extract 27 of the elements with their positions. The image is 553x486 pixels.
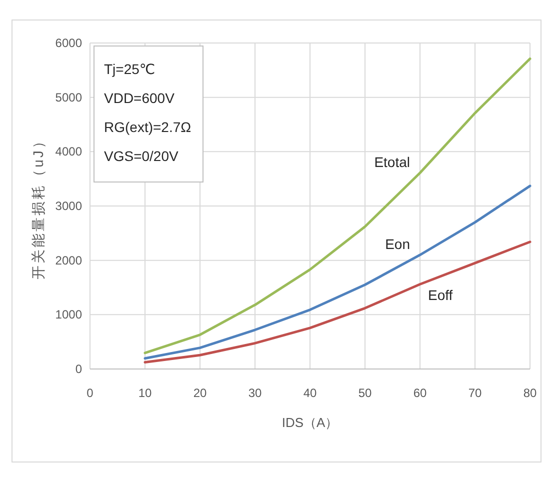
y-tick-label: 2000 [55, 253, 82, 268]
x-tick-label: 70 [468, 386, 482, 400]
annotation: VDD=600V [104, 90, 176, 106]
annotation: RG(ext)=2.7Ω [104, 119, 192, 135]
series-label: Etotal [374, 154, 410, 170]
line-series [144, 240, 532, 364]
series-label: Eoff [428, 287, 453, 304]
x-tick-label: 80 [523, 386, 537, 400]
x-tick-label: 30 [248, 386, 262, 400]
y-tick-label: 6000 [55, 36, 82, 50]
annotation: Tj=25℃ [104, 61, 156, 77]
series-label: Eon [385, 236, 410, 252]
y-tick-label: 5000 [55, 90, 82, 104]
x-tick-label: 10 [138, 386, 152, 400]
annotation: VGS=0/20V [104, 148, 179, 164]
x-tick-label: 40 [303, 386, 317, 400]
y-tick-label: 1000 [55, 308, 82, 322]
y-tick-label: 4000 [55, 144, 82, 159]
x-tick-label: 60 [413, 386, 427, 400]
y-tick-label: 0 [75, 362, 82, 376]
y-tick-label: 3000 [55, 199, 82, 213]
line-series [144, 184, 532, 360]
x-tick-label: 50 [358, 386, 372, 400]
x-axis-title: IDS（A） [282, 415, 338, 430]
y-axis-title: 开关能量损耗（uJ） [30, 132, 46, 280]
x-tick-label: 20 [193, 386, 207, 400]
x-tick-label: 0 [86, 386, 94, 400]
